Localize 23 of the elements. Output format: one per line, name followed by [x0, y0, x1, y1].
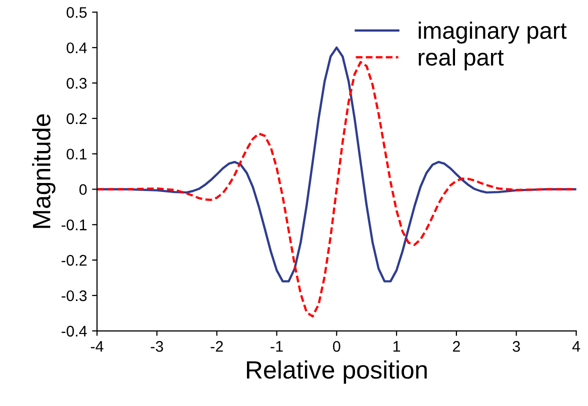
x-tick-label: -2: [210, 341, 223, 352]
legend-label: real part: [418, 48, 504, 70]
y-axis-title: Magnitude: [32, 114, 56, 228]
x-axis-title: Relative position: [246, 360, 427, 384]
x-tick-label: -4: [90, 341, 104, 352]
x-tick-label: -3: [150, 341, 164, 352]
y-tick-label: 0.5: [66, 7, 87, 18]
x-tick-label: 0: [332, 341, 340, 352]
y-tick-label: -0.1: [62, 220, 87, 230]
y-tick-label: -0.4: [62, 326, 87, 337]
y-tick-label: 0.4: [66, 42, 87, 54]
y-tick-label: 0.2: [66, 113, 87, 124]
legend-label: imaginary part: [418, 22, 567, 44]
y-tick-label: 0.1: [66, 148, 87, 160]
x-tick-label: 1: [393, 341, 400, 352]
x-tick-label: 3: [512, 341, 520, 352]
x-tick-label: 2: [452, 341, 460, 352]
x-tick-label: 4: [572, 341, 580, 352]
y-tick-label: 0: [79, 184, 87, 195]
y-tick-label: -0.3: [62, 290, 87, 302]
y-tick-label: 0.3: [66, 78, 87, 89]
x-tick-label: -1: [270, 341, 283, 352]
y-tick-label: -0.2: [62, 254, 87, 266]
